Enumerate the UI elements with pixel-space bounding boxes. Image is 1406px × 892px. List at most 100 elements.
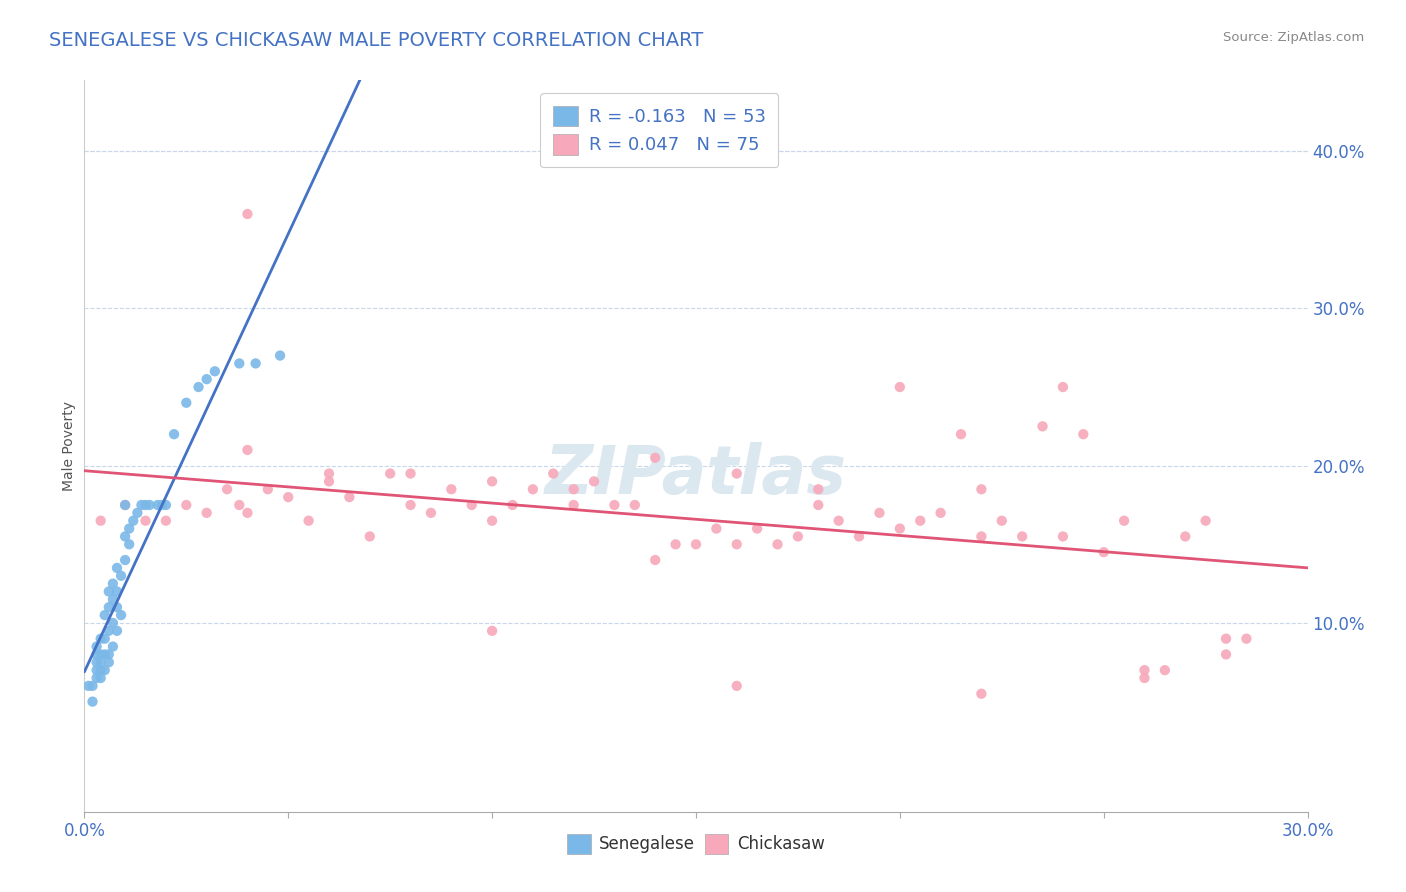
Point	[807, 498, 830, 512]
Point	[82, 679, 104, 693]
Point	[440, 482, 463, 496]
Point	[1154, 663, 1177, 677]
Point	[318, 475, 340, 489]
Point	[105, 561, 128, 575]
Point	[1114, 514, 1136, 528]
Point	[889, 522, 911, 536]
Point	[90, 655, 112, 669]
Point	[603, 498, 626, 512]
Point	[97, 584, 120, 599]
Point	[950, 427, 973, 442]
Point	[195, 372, 218, 386]
Point	[1215, 648, 1237, 662]
Point	[105, 584, 128, 599]
Point	[105, 624, 128, 638]
Point	[725, 467, 748, 481]
Point	[869, 506, 891, 520]
Point	[399, 467, 422, 481]
Text: ZIPatlas: ZIPatlas	[546, 442, 846, 508]
Point	[1092, 545, 1115, 559]
Point	[1052, 529, 1074, 543]
Point	[481, 624, 503, 638]
Point	[1174, 529, 1197, 543]
Point	[101, 615, 124, 630]
Point	[481, 475, 503, 489]
Point	[725, 537, 748, 551]
Point	[135, 514, 157, 528]
Point	[228, 498, 250, 512]
Point	[97, 655, 120, 669]
Point	[101, 640, 124, 654]
Point	[583, 475, 606, 489]
Point	[97, 624, 120, 638]
Point	[77, 679, 100, 693]
Point	[339, 490, 361, 504]
Point	[910, 514, 932, 528]
Point	[848, 529, 870, 543]
Point	[644, 553, 666, 567]
Point	[86, 648, 108, 662]
Point	[787, 529, 810, 543]
Point	[155, 514, 177, 528]
Point	[685, 537, 707, 551]
Point	[747, 522, 769, 536]
Point	[90, 514, 112, 528]
Point	[970, 687, 993, 701]
Y-axis label: Male Poverty: Male Poverty	[62, 401, 76, 491]
Point	[970, 529, 993, 543]
Point	[807, 482, 830, 496]
Point	[90, 671, 112, 685]
Legend: Senegalese, Chickasaw: Senegalese, Chickasaw	[560, 826, 832, 862]
Point	[257, 482, 280, 496]
Point	[298, 514, 321, 528]
Point	[110, 568, 132, 582]
Point	[1236, 632, 1258, 646]
Point	[665, 537, 688, 551]
Point	[624, 498, 647, 512]
Point	[644, 450, 666, 465]
Point	[150, 498, 173, 512]
Point	[236, 442, 259, 457]
Point	[236, 506, 259, 520]
Point	[122, 514, 145, 528]
Point	[146, 498, 169, 512]
Point	[828, 514, 851, 528]
Point	[277, 490, 299, 504]
Point	[90, 632, 112, 646]
Point	[114, 529, 136, 543]
Point	[97, 600, 120, 615]
Point	[1073, 427, 1095, 442]
Point	[204, 364, 226, 378]
Point	[929, 506, 952, 520]
Text: Source: ZipAtlas.com: Source: ZipAtlas.com	[1223, 31, 1364, 45]
Point	[1133, 671, 1156, 685]
Point	[101, 576, 124, 591]
Point	[889, 380, 911, 394]
Point	[90, 648, 112, 662]
Point	[86, 671, 108, 685]
Point	[93, 663, 115, 677]
Point	[236, 207, 259, 221]
Point	[562, 482, 585, 496]
Point	[97, 648, 120, 662]
Point	[1133, 663, 1156, 677]
Point	[174, 396, 197, 410]
Point	[174, 498, 197, 512]
Point	[245, 356, 267, 370]
Point	[1215, 632, 1237, 646]
Point	[522, 482, 544, 496]
Point	[127, 506, 149, 520]
Point	[725, 679, 748, 693]
Point	[110, 608, 132, 623]
Point	[970, 482, 993, 496]
Point	[461, 498, 484, 512]
Point	[502, 498, 524, 512]
Point	[706, 522, 728, 536]
Text: SENEGALESE VS CHICKASAW MALE POVERTY CORRELATION CHART: SENEGALESE VS CHICKASAW MALE POVERTY COR…	[49, 31, 703, 50]
Point	[114, 553, 136, 567]
Point	[1052, 380, 1074, 394]
Point	[131, 498, 153, 512]
Point	[318, 467, 340, 481]
Point	[562, 498, 585, 512]
Point	[195, 506, 218, 520]
